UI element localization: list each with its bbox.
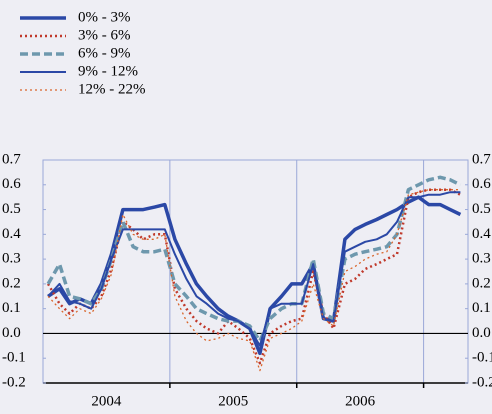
y2-tick-label: 0.2 (472, 275, 491, 291)
y-tick-label: 0.4 (2, 226, 21, 242)
y-tick-label: -0.1 (2, 350, 26, 366)
y2-tick-label: 0.3 (472, 251, 491, 267)
x-tick-label: 2004 (91, 393, 122, 409)
x-tick-label: 2005 (218, 393, 248, 409)
y-tick-label: 0.2 (2, 275, 21, 291)
legend-label: 0% - 3% (78, 9, 131, 25)
legend-label: 6% - 9% (78, 45, 131, 61)
series-line (46, 175, 462, 343)
y2-tick-label: 0.1 (472, 300, 491, 316)
y-tick-label: 0.1 (2, 300, 21, 316)
y-tick-label: 0.6 (2, 176, 21, 192)
series-line (47, 195, 462, 356)
y-tick-label: 0.5 (2, 201, 21, 217)
series-line (47, 189, 461, 372)
legend-label: 3% - 6% (78, 27, 131, 43)
y-tick-label: 0.0 (2, 325, 21, 341)
y2-tick-label: 0.5 (472, 201, 491, 217)
y2-tick-label: 0.6 (472, 176, 491, 192)
y-tick-label: 0.3 (2, 251, 21, 267)
series-line (47, 191, 461, 347)
y-tick-label: 0.7 (2, 151, 21, 167)
legend-label: 12% - 22% (78, 81, 146, 97)
legend-label: 9% - 12% (78, 63, 138, 79)
y2-tick-label: -0.1 (472, 350, 492, 366)
x-tick-label: 2006 (345, 393, 376, 409)
y2-tick-label: -0.2 (472, 374, 492, 390)
y-tick-label: -0.2 (2, 374, 26, 390)
y2-tick-label: 0.4 (472, 226, 491, 242)
y2-tick-label: 0.0 (472, 325, 491, 341)
y2-tick-label: 0.7 (472, 151, 491, 167)
